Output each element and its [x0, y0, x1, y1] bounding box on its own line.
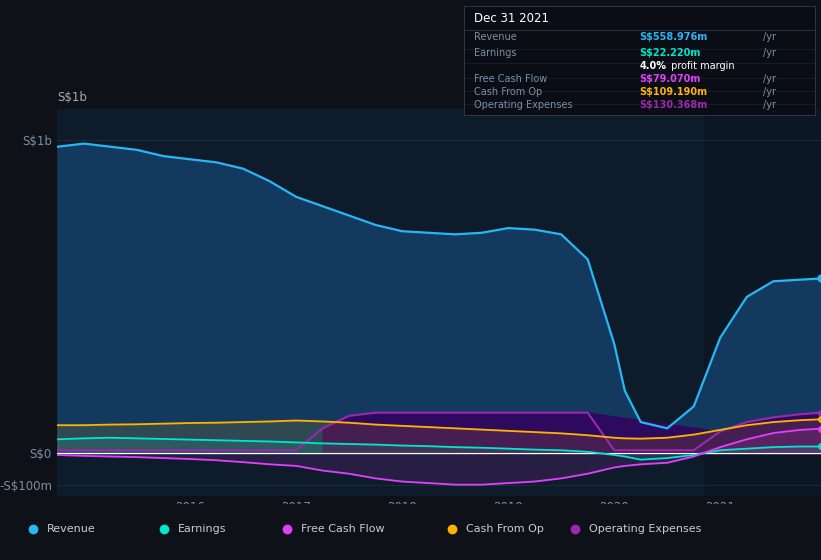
Text: S$79.070m: S$79.070m	[640, 74, 701, 84]
Text: /yr: /yr	[763, 74, 776, 84]
Bar	[704, 109, 821, 496]
Text: Cash From Op: Cash From Op	[466, 524, 544, 534]
Text: Revenue: Revenue	[475, 32, 517, 42]
Text: S$109.190m: S$109.190m	[640, 87, 708, 97]
Text: Operating Expenses: Operating Expenses	[589, 524, 701, 534]
Text: /yr: /yr	[763, 100, 776, 110]
Text: Cash From Op: Cash From Op	[475, 87, 543, 97]
Text: S$130.368m: S$130.368m	[640, 100, 708, 110]
Text: 4.0%: 4.0%	[640, 60, 667, 71]
Text: Dec 31 2021: Dec 31 2021	[475, 12, 549, 25]
Text: Free Cash Flow: Free Cash Flow	[301, 524, 385, 534]
Text: Operating Expenses: Operating Expenses	[475, 100, 573, 110]
Text: Earnings: Earnings	[475, 48, 517, 58]
Text: /yr: /yr	[763, 87, 776, 97]
Text: S$558.976m: S$558.976m	[640, 32, 708, 42]
Text: /yr: /yr	[763, 32, 776, 42]
Text: Earnings: Earnings	[178, 524, 227, 534]
Text: profit margin: profit margin	[667, 60, 734, 71]
Text: Revenue: Revenue	[47, 524, 95, 534]
Text: /yr: /yr	[763, 48, 776, 58]
Text: S$22.220m: S$22.220m	[640, 48, 701, 58]
Text: S$1b: S$1b	[57, 91, 87, 104]
Text: Free Cash Flow: Free Cash Flow	[475, 74, 548, 84]
